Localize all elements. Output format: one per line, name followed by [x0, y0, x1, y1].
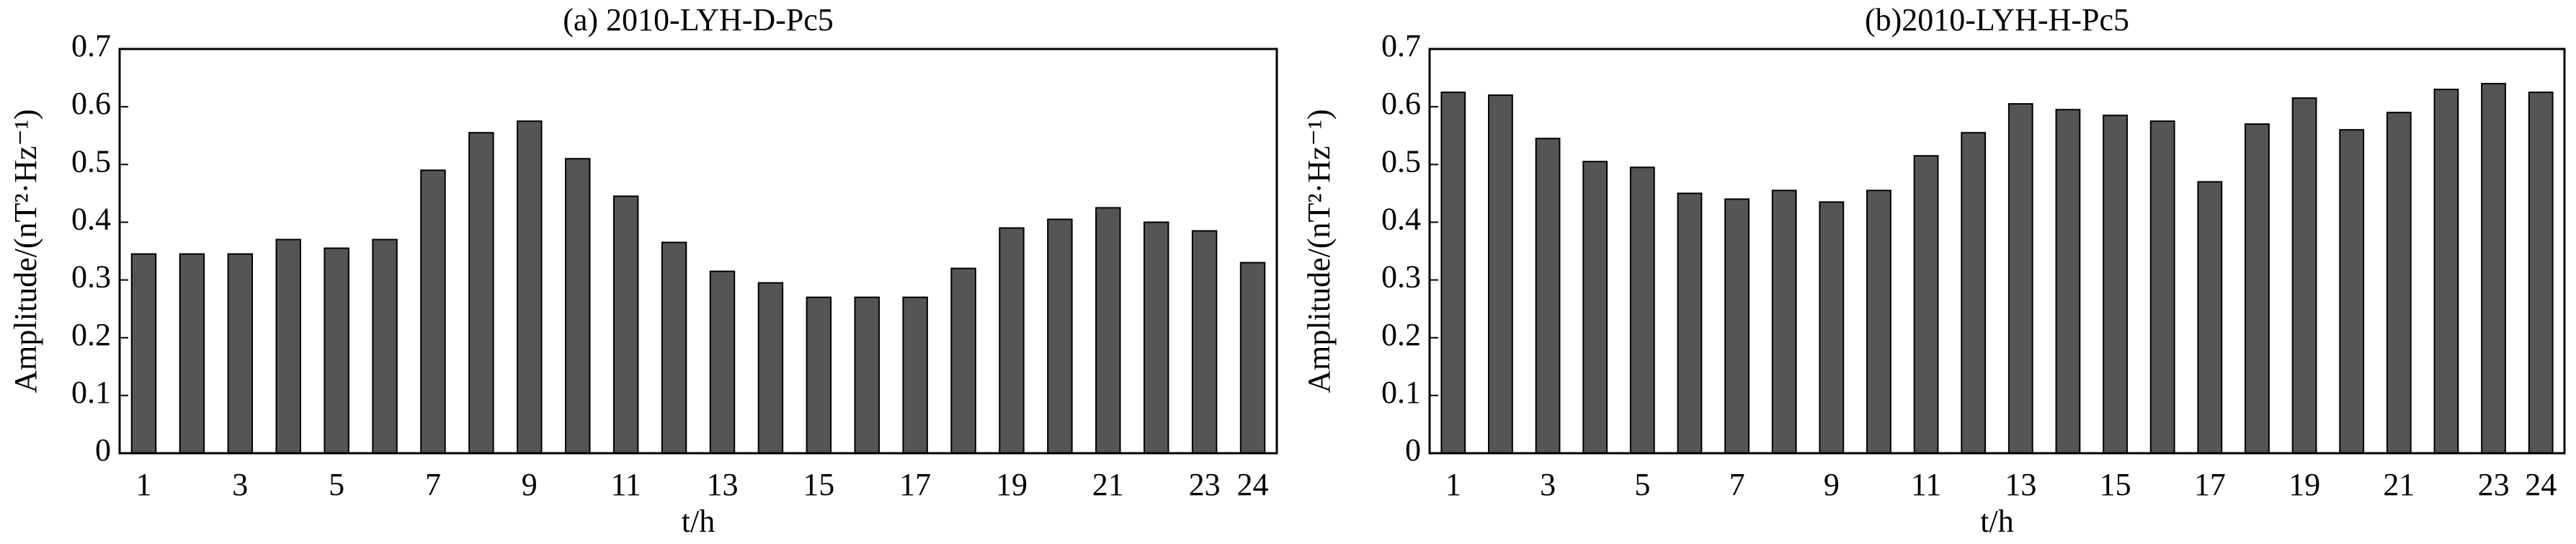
bar [179, 253, 205, 454]
y-tick-label: 0.1 [1381, 375, 1421, 410]
y-tick-label: 0.6 [71, 86, 111, 121]
x-tick-label: 11 [1911, 467, 1941, 502]
bar [517, 120, 543, 455]
bar [1582, 161, 1608, 454]
x-tick-label: 3 [1540, 467, 1556, 502]
y-tick-label: 0.5 [71, 143, 111, 179]
x-tick-label: 24 [2525, 467, 2557, 502]
x-tick-label: 17 [2194, 467, 2226, 502]
y-tick-label: 0 [95, 432, 111, 468]
bar [612, 195, 639, 454]
bar [902, 296, 928, 454]
bar [420, 169, 446, 455]
bar [1440, 92, 1466, 454]
bar [757, 282, 784, 455]
x-tick-label: 13 [2005, 467, 2036, 502]
x-tick-label: 21 [2383, 467, 2415, 502]
x-tick-label: 9 [522, 467, 538, 502]
x-tick-label: 19 [996, 467, 1028, 502]
bar [950, 267, 976, 454]
bar [806, 296, 832, 454]
x-tick-label: 7 [425, 467, 441, 502]
bar [2103, 115, 2128, 455]
bar [2055, 109, 2081, 454]
bar [227, 253, 254, 454]
y-tick-label: 0.1 [71, 375, 111, 410]
x-tick-label: 7 [1729, 467, 1745, 502]
bar [130, 253, 157, 454]
y-axis-label: Amplitude/(nT²·Hz⁻¹) [8, 109, 43, 393]
x-tick-label: 11 [610, 467, 641, 502]
bar [2149, 120, 2175, 455]
x-tick-label: 9 [1824, 467, 1840, 502]
y-axis-label: Amplitude/(nT²·Hz⁻¹) [1301, 109, 1337, 393]
bar [2245, 123, 2270, 455]
bar [1961, 132, 1987, 454]
bar [2481, 83, 2506, 455]
x-tick-label: 24 [1237, 467, 1269, 502]
y-tick-label: 0.6 [1381, 86, 1421, 121]
bar [661, 241, 687, 454]
y-tick-label: 0.5 [1381, 143, 1421, 179]
x-axis-label: t/h [682, 504, 715, 539]
bar [1677, 192, 1703, 454]
bar [1771, 189, 1797, 454]
x-tick-label: 17 [899, 467, 931, 502]
plot-frame [1428, 48, 2566, 455]
y-tick-label: 0.3 [1381, 259, 1421, 295]
bar [275, 238, 301, 454]
bar [1913, 155, 1939, 454]
x-tick-label: 1 [135, 467, 151, 502]
bar [2433, 89, 2459, 454]
bar [2197, 181, 2223, 454]
chart-title: (b)2010-LYH-H-Pc5 [1865, 2, 2129, 37]
x-tick-label: 13 [706, 467, 738, 502]
bar [1819, 201, 1845, 454]
y-tick-label: 0.4 [71, 202, 111, 237]
bar [2291, 97, 2317, 454]
x-tick-label: 23 [2478, 467, 2510, 502]
x-tick-label: 23 [1189, 467, 1221, 502]
bar [1488, 94, 1513, 454]
bar [1866, 189, 1891, 454]
bar [1047, 218, 1073, 454]
x-tick-label: 19 [2288, 467, 2320, 502]
x-tick-label: 5 [329, 467, 344, 502]
x-tick-label: 21 [1092, 467, 1124, 502]
y-tick-label: 0.7 [71, 28, 111, 63]
bar [1095, 207, 1121, 454]
bar [1239, 262, 1266, 454]
bar [468, 132, 494, 454]
bar [1143, 221, 1169, 454]
x-tick-label: 3 [232, 467, 248, 502]
y-tick-label: 0 [1405, 432, 1421, 468]
bar [2339, 129, 2365, 454]
y-tick-label: 0.2 [1381, 317, 1421, 352]
bar [2386, 112, 2412, 455]
x-tick-label: 1 [1445, 467, 1461, 502]
bar [1629, 166, 1655, 455]
bar [1191, 230, 1218, 454]
x-axis-label: t/h [1980, 504, 2013, 539]
bar [2528, 92, 2554, 454]
x-tick-label: 5 [1634, 467, 1650, 502]
bar [999, 227, 1025, 454]
bar [372, 238, 398, 454]
bar [564, 158, 591, 454]
bar [1535, 138, 1561, 454]
bar [854, 296, 880, 454]
y-tick-label: 0.4 [1381, 202, 1421, 237]
y-tick-label: 0.7 [1381, 28, 1421, 63]
plot-frame [118, 48, 1278, 455]
bar [2007, 103, 2033, 454]
x-tick-label: 15 [803, 467, 834, 502]
x-tick-label: 15 [2100, 467, 2131, 502]
y-tick-label: 0.2 [71, 317, 111, 352]
y-tick-label: 0.3 [71, 259, 111, 295]
bar [1724, 198, 1750, 454]
chart-title: (a) 2010-LYH-D-Pc5 [563, 2, 834, 37]
bar [324, 247, 349, 454]
bar [709, 270, 736, 454]
